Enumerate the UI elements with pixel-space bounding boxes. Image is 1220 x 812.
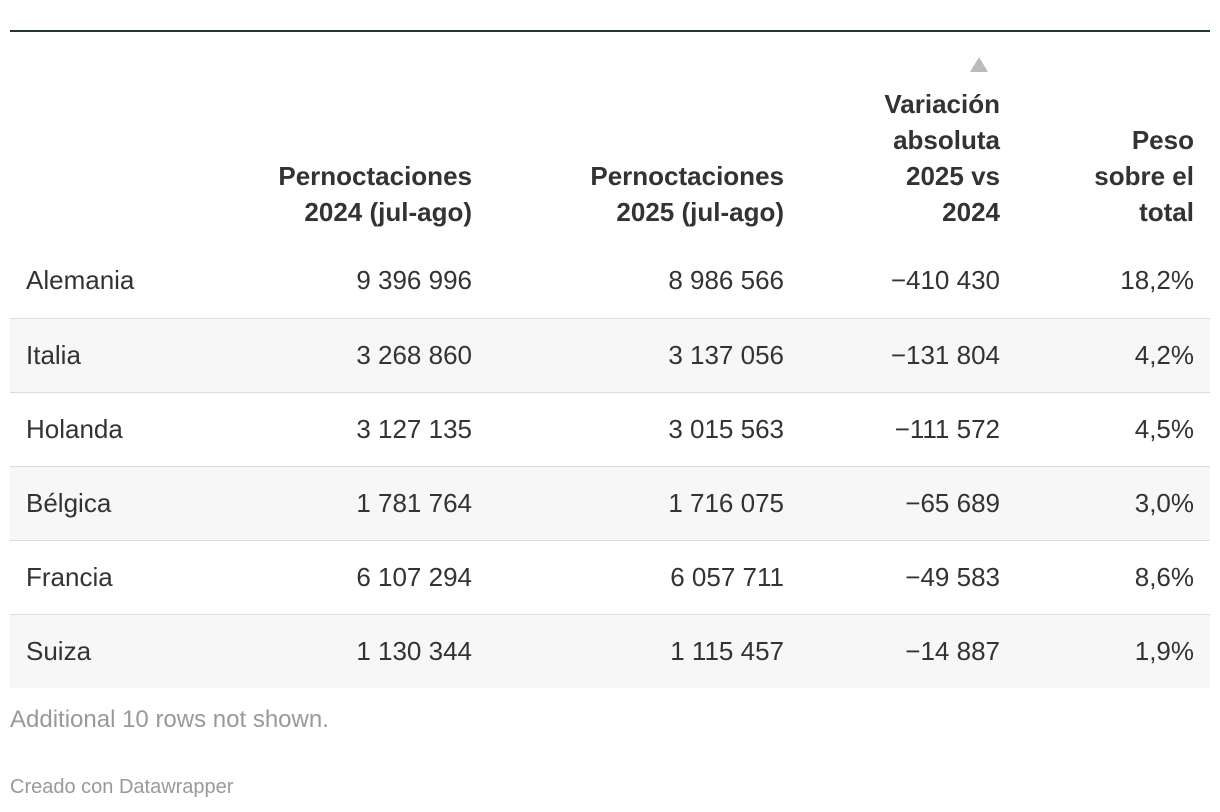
table-row: Alemania 9 396 996 8 986 566 −410 430 18,2% [10,244,1210,317]
table-row: Holanda 3 127 135 3 015 563 −111 572 4,5% [10,392,1210,466]
table-row: Italia 3 268 860 3 137 056 −131 804 4,2% [10,318,1210,392]
notes: Additional 10 rows not shown. [10,706,329,733]
row-label: Holanda [26,414,123,444]
cell-value: −14 887 [905,636,1000,666]
table-row: Suiza 1 130 344 1 115 457 −14 887 1,9% [10,614,1210,688]
cell-value: 4,5% [1134,414,1194,444]
footer: Creado con Datawrapper [10,776,234,798]
column-header[interactable]: Variación absoluta 2025 vs 2024 [884,89,1000,227]
row-label: Bélgica [26,488,112,518]
row-label: Alemania [26,265,135,295]
row-label: Francia [26,562,113,592]
top-rule [10,30,1210,32]
table-row: Francia 6 107 294 6 057 711 −49 583 8,6% [10,540,1210,614]
cell-value: 3,0% [1134,488,1194,518]
cell-value: −65 689 [905,488,1000,518]
cell-value: −49 583 [905,562,1000,592]
cell-value: 3 015 563 [668,414,784,444]
cell-value: 1 716 075 [668,488,784,518]
cell-value: 1 781 764 [356,488,472,518]
cell-value: 8,6% [1134,562,1194,592]
cell-value: 9 396 996 [356,265,472,295]
cell-value: 6 057 711 [670,562,784,592]
cell-value: 3 127 135 [356,414,472,444]
cell-value: −131 804 [890,340,1000,370]
cell-value: 1 130 344 [356,636,472,666]
cell-value: 1,9% [1134,636,1194,666]
row-label: Suiza [26,636,92,666]
cell-value: −410 430 [890,265,1000,295]
cell-value: 6 107 294 [356,562,472,592]
cell-value: 4,2% [1134,340,1194,370]
cell-value: 8 986 566 [668,265,784,295]
cell-value: −111 572 [894,414,1000,444]
column-header[interactable]: Pernoctaciones 2024 (jul-ago) [278,161,472,227]
row-label: Italia [26,340,81,370]
column-header[interactable]: Pernoctaciones 2025 (jul-ago) [590,161,784,227]
cell-value: 18,2% [1120,265,1194,295]
sort-arrow[interactable] [970,57,988,72]
cell-value: 3 137 056 [668,340,784,370]
column-header[interactable]: Peso sobre el total [1094,125,1194,227]
cell-value: 3 268 860 [356,340,472,370]
cell-value: 1 115 457 [670,636,784,666]
table-row: Bélgica 1 781 764 1 716 075 −65 689 3,0% [10,466,1210,540]
